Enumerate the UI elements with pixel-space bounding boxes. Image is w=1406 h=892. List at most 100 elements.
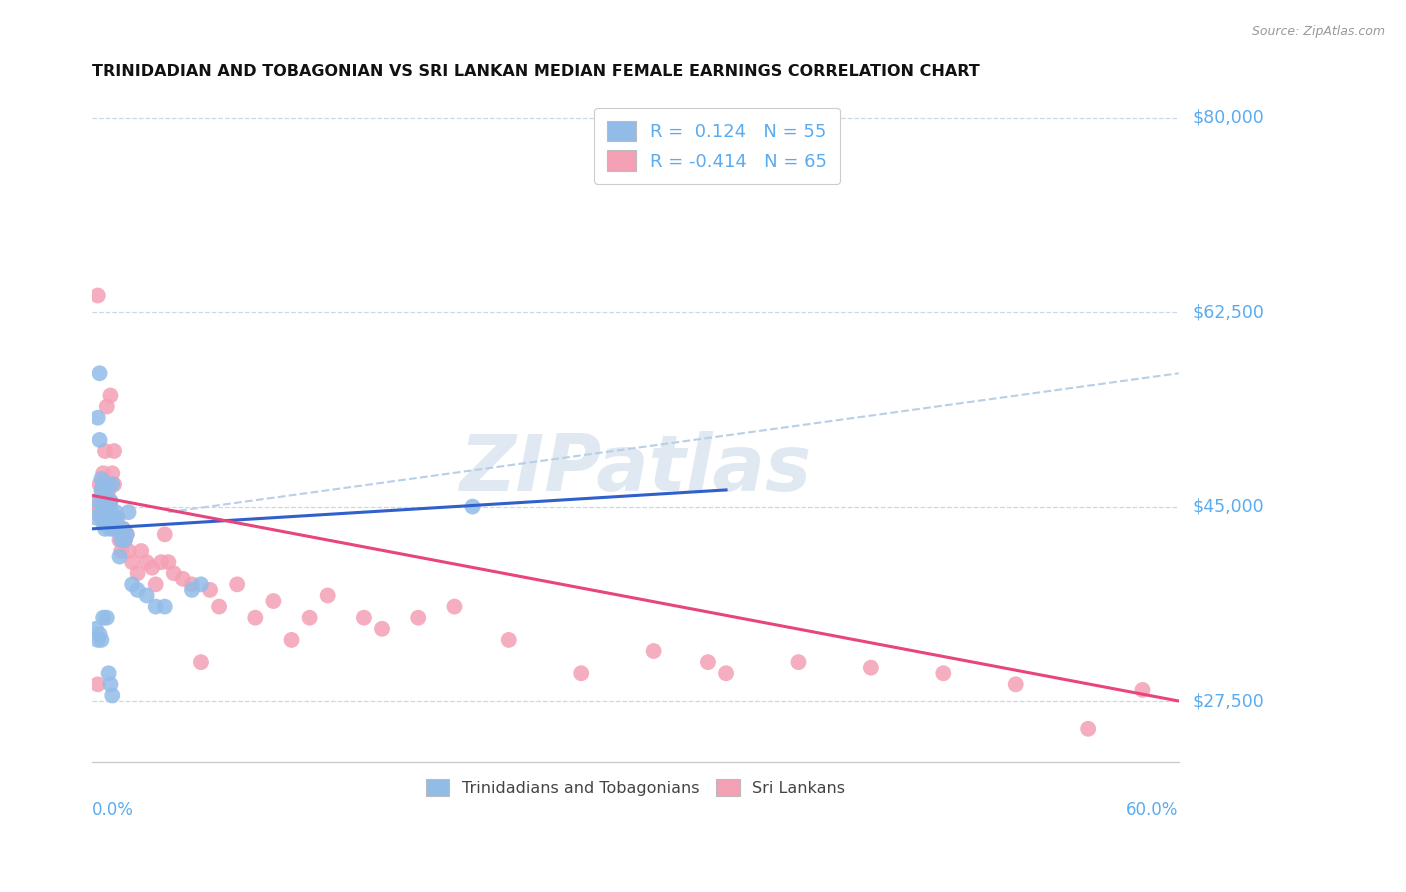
Point (97, 516, 120, 531)
Point (180, 577, 202, 591)
Point (110, 544, 132, 558)
Point (262, 594, 284, 608)
Point (97, 510, 120, 524)
Point (96, 610, 118, 624)
Point (157, 555, 180, 569)
Point (94, 444, 117, 458)
Point (97, 483, 120, 497)
Point (153, 527, 176, 541)
Point (443, 599, 465, 614)
Point (89, 477, 111, 491)
Point (112, 522, 135, 536)
Point (127, 566, 149, 581)
Point (108, 533, 131, 547)
Point (100, 388, 122, 402)
Point (101, 689, 124, 703)
Point (90, 505, 112, 519)
Point (100, 677, 122, 691)
Point (91, 610, 114, 624)
Point (115, 527, 138, 541)
Point (107, 522, 129, 536)
Point (97, 510, 120, 524)
Point (932, 666, 955, 681)
Point (103, 510, 125, 524)
Point (90, 488, 112, 502)
Point (115, 527, 138, 541)
Point (371, 622, 394, 636)
Point (87, 500, 110, 514)
Point (298, 610, 321, 624)
Point (101, 477, 124, 491)
Point (121, 577, 143, 591)
Point (97, 477, 120, 491)
Point (114, 533, 136, 547)
Point (100, 494, 122, 508)
Point (714, 666, 737, 681)
Point (198, 582, 221, 597)
Point (498, 632, 520, 647)
Point (697, 655, 720, 669)
Point (104, 522, 127, 536)
Point (90, 632, 112, 647)
Point (208, 599, 231, 614)
Point (96, 400, 118, 414)
Point (103, 522, 125, 536)
Point (94, 510, 117, 524)
Point (461, 500, 484, 514)
Legend: Trinidadians and Tobagonians, Sri Lankans: Trinidadians and Tobagonians, Sri Lankan… (418, 771, 853, 805)
Point (89, 366, 111, 380)
Point (108, 549, 131, 564)
Point (172, 572, 194, 586)
Point (96, 477, 118, 491)
Point (87, 288, 110, 302)
Point (91, 516, 114, 531)
Point (190, 655, 212, 669)
Point (127, 582, 149, 597)
Text: Source: ZipAtlas.com: Source: ZipAtlas.com (1251, 25, 1385, 38)
Point (103, 444, 125, 458)
Point (1077, 722, 1099, 736)
Point (121, 555, 143, 569)
Point (97, 666, 120, 681)
Point (787, 655, 810, 669)
Point (643, 644, 665, 658)
Point (104, 510, 127, 524)
Point (87, 677, 110, 691)
Point (117, 505, 139, 519)
Point (141, 560, 163, 574)
Point (180, 582, 202, 597)
Point (145, 577, 167, 591)
Point (107, 510, 129, 524)
Point (90, 472, 112, 486)
Point (226, 577, 249, 591)
Point (100, 522, 122, 536)
Point (100, 494, 122, 508)
Text: 0.0%: 0.0% (93, 801, 134, 819)
Point (94, 510, 117, 524)
Text: $27,500: $27,500 (1192, 692, 1264, 710)
Point (96, 510, 118, 524)
Point (135, 555, 157, 569)
Point (150, 555, 173, 569)
Point (87, 494, 110, 508)
Point (90, 483, 112, 497)
Point (87, 632, 110, 647)
Point (91, 500, 114, 514)
Text: TRINIDADIAN AND TOBAGONIAN VS SRI LANKAN MEDIAN FEMALE EARNINGS CORRELATION CHAR: TRINIDADIAN AND TOBAGONIAN VS SRI LANKAN… (93, 64, 980, 79)
Point (129, 544, 152, 558)
Point (84, 622, 107, 636)
Point (135, 589, 157, 603)
Point (112, 522, 135, 536)
Text: $62,500: $62,500 (1192, 303, 1264, 321)
Point (245, 610, 267, 624)
Point (569, 666, 592, 681)
Point (89, 627, 111, 641)
Point (280, 632, 302, 647)
Point (104, 505, 127, 519)
Point (101, 516, 124, 531)
Point (96, 505, 118, 519)
Point (163, 566, 186, 581)
Point (87, 410, 110, 425)
Point (94, 488, 117, 502)
Text: $45,000: $45,000 (1192, 498, 1264, 516)
